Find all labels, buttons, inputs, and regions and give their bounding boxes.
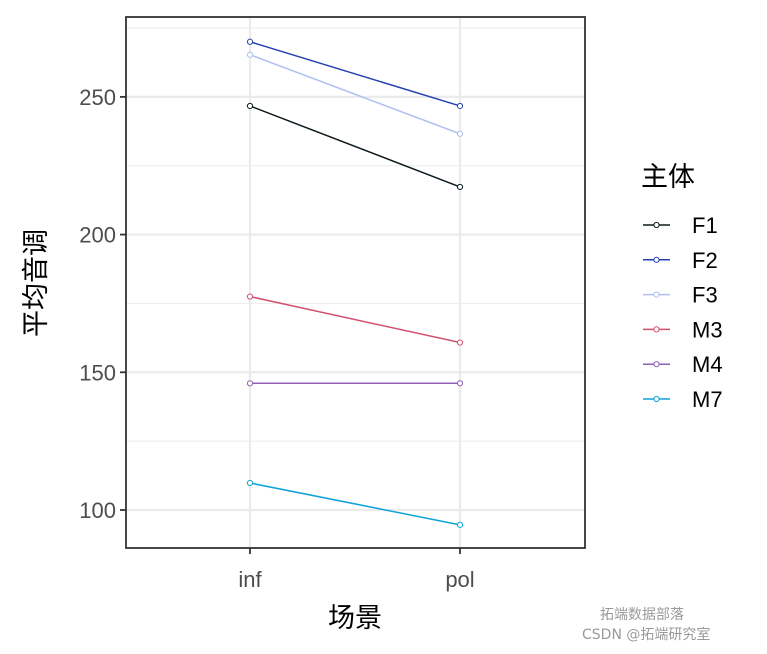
legend-item-f2: F2 bbox=[643, 248, 718, 273]
legend-label: F3 bbox=[692, 283, 718, 308]
series-f3 bbox=[246, 51, 464, 137]
legend: 主体 F1 F2 F3 M3 M4 M7 bbox=[641, 162, 723, 412]
legend-label: M7 bbox=[692, 387, 723, 412]
data-point bbox=[246, 102, 254, 110]
y-tick-label: 250 bbox=[79, 85, 116, 110]
legend-item-f3: F3 bbox=[643, 283, 718, 308]
legend-label: F2 bbox=[692, 248, 718, 273]
legend-key-point bbox=[653, 291, 660, 298]
legend-key-point bbox=[653, 221, 660, 229]
legend-label: F1 bbox=[692, 213, 718, 238]
x-axis-title: 场景 bbox=[328, 603, 382, 634]
legend-key-point bbox=[653, 395, 660, 403]
legend-label: M3 bbox=[692, 317, 723, 342]
legend-title: 主体 bbox=[641, 162, 695, 193]
x-tick-label: inf bbox=[238, 567, 262, 592]
series-f2 bbox=[246, 38, 464, 110]
legend-item-m7: M7 bbox=[643, 387, 723, 412]
watermark-line-2: CSDN @拓端研究室 bbox=[582, 627, 711, 643]
plot-panel bbox=[125, 16, 586, 549]
legend-key-point bbox=[653, 361, 660, 368]
data-point bbox=[246, 293, 254, 300]
data-point bbox=[246, 51, 254, 58]
legend-item-m3: M3 bbox=[643, 317, 723, 342]
panel-border bbox=[125, 16, 586, 549]
data-point bbox=[246, 479, 254, 487]
legend-item-m4: M4 bbox=[643, 352, 723, 377]
legend-label: M4 bbox=[692, 352, 723, 377]
series-m4 bbox=[246, 380, 464, 387]
data-point bbox=[456, 183, 464, 191]
series-m7 bbox=[246, 479, 464, 528]
y-tick-label: 200 bbox=[79, 223, 116, 248]
legend-item-f1: F1 bbox=[643, 213, 718, 238]
data-point bbox=[246, 380, 254, 387]
y-axis: 100 150 200 250 bbox=[79, 85, 126, 523]
data-point bbox=[456, 380, 464, 387]
data-point bbox=[456, 521, 464, 528]
y-axis-title: 平均音调 bbox=[21, 229, 52, 337]
x-tick-label: pol bbox=[445, 567, 474, 592]
series-m3 bbox=[246, 293, 464, 346]
data-point bbox=[456, 339, 464, 346]
watermark-line-1: 拓端数据部落 bbox=[600, 607, 684, 623]
data-point bbox=[246, 38, 254, 45]
data-point bbox=[456, 102, 464, 110]
y-tick-label: 100 bbox=[79, 498, 116, 523]
x-axis: inf pol bbox=[238, 548, 475, 592]
legend-key-point bbox=[653, 326, 660, 333]
series-f1 bbox=[246, 102, 464, 191]
data-point bbox=[456, 130, 464, 137]
legend-key-point bbox=[653, 256, 660, 263]
y-tick-label: 150 bbox=[79, 360, 116, 385]
